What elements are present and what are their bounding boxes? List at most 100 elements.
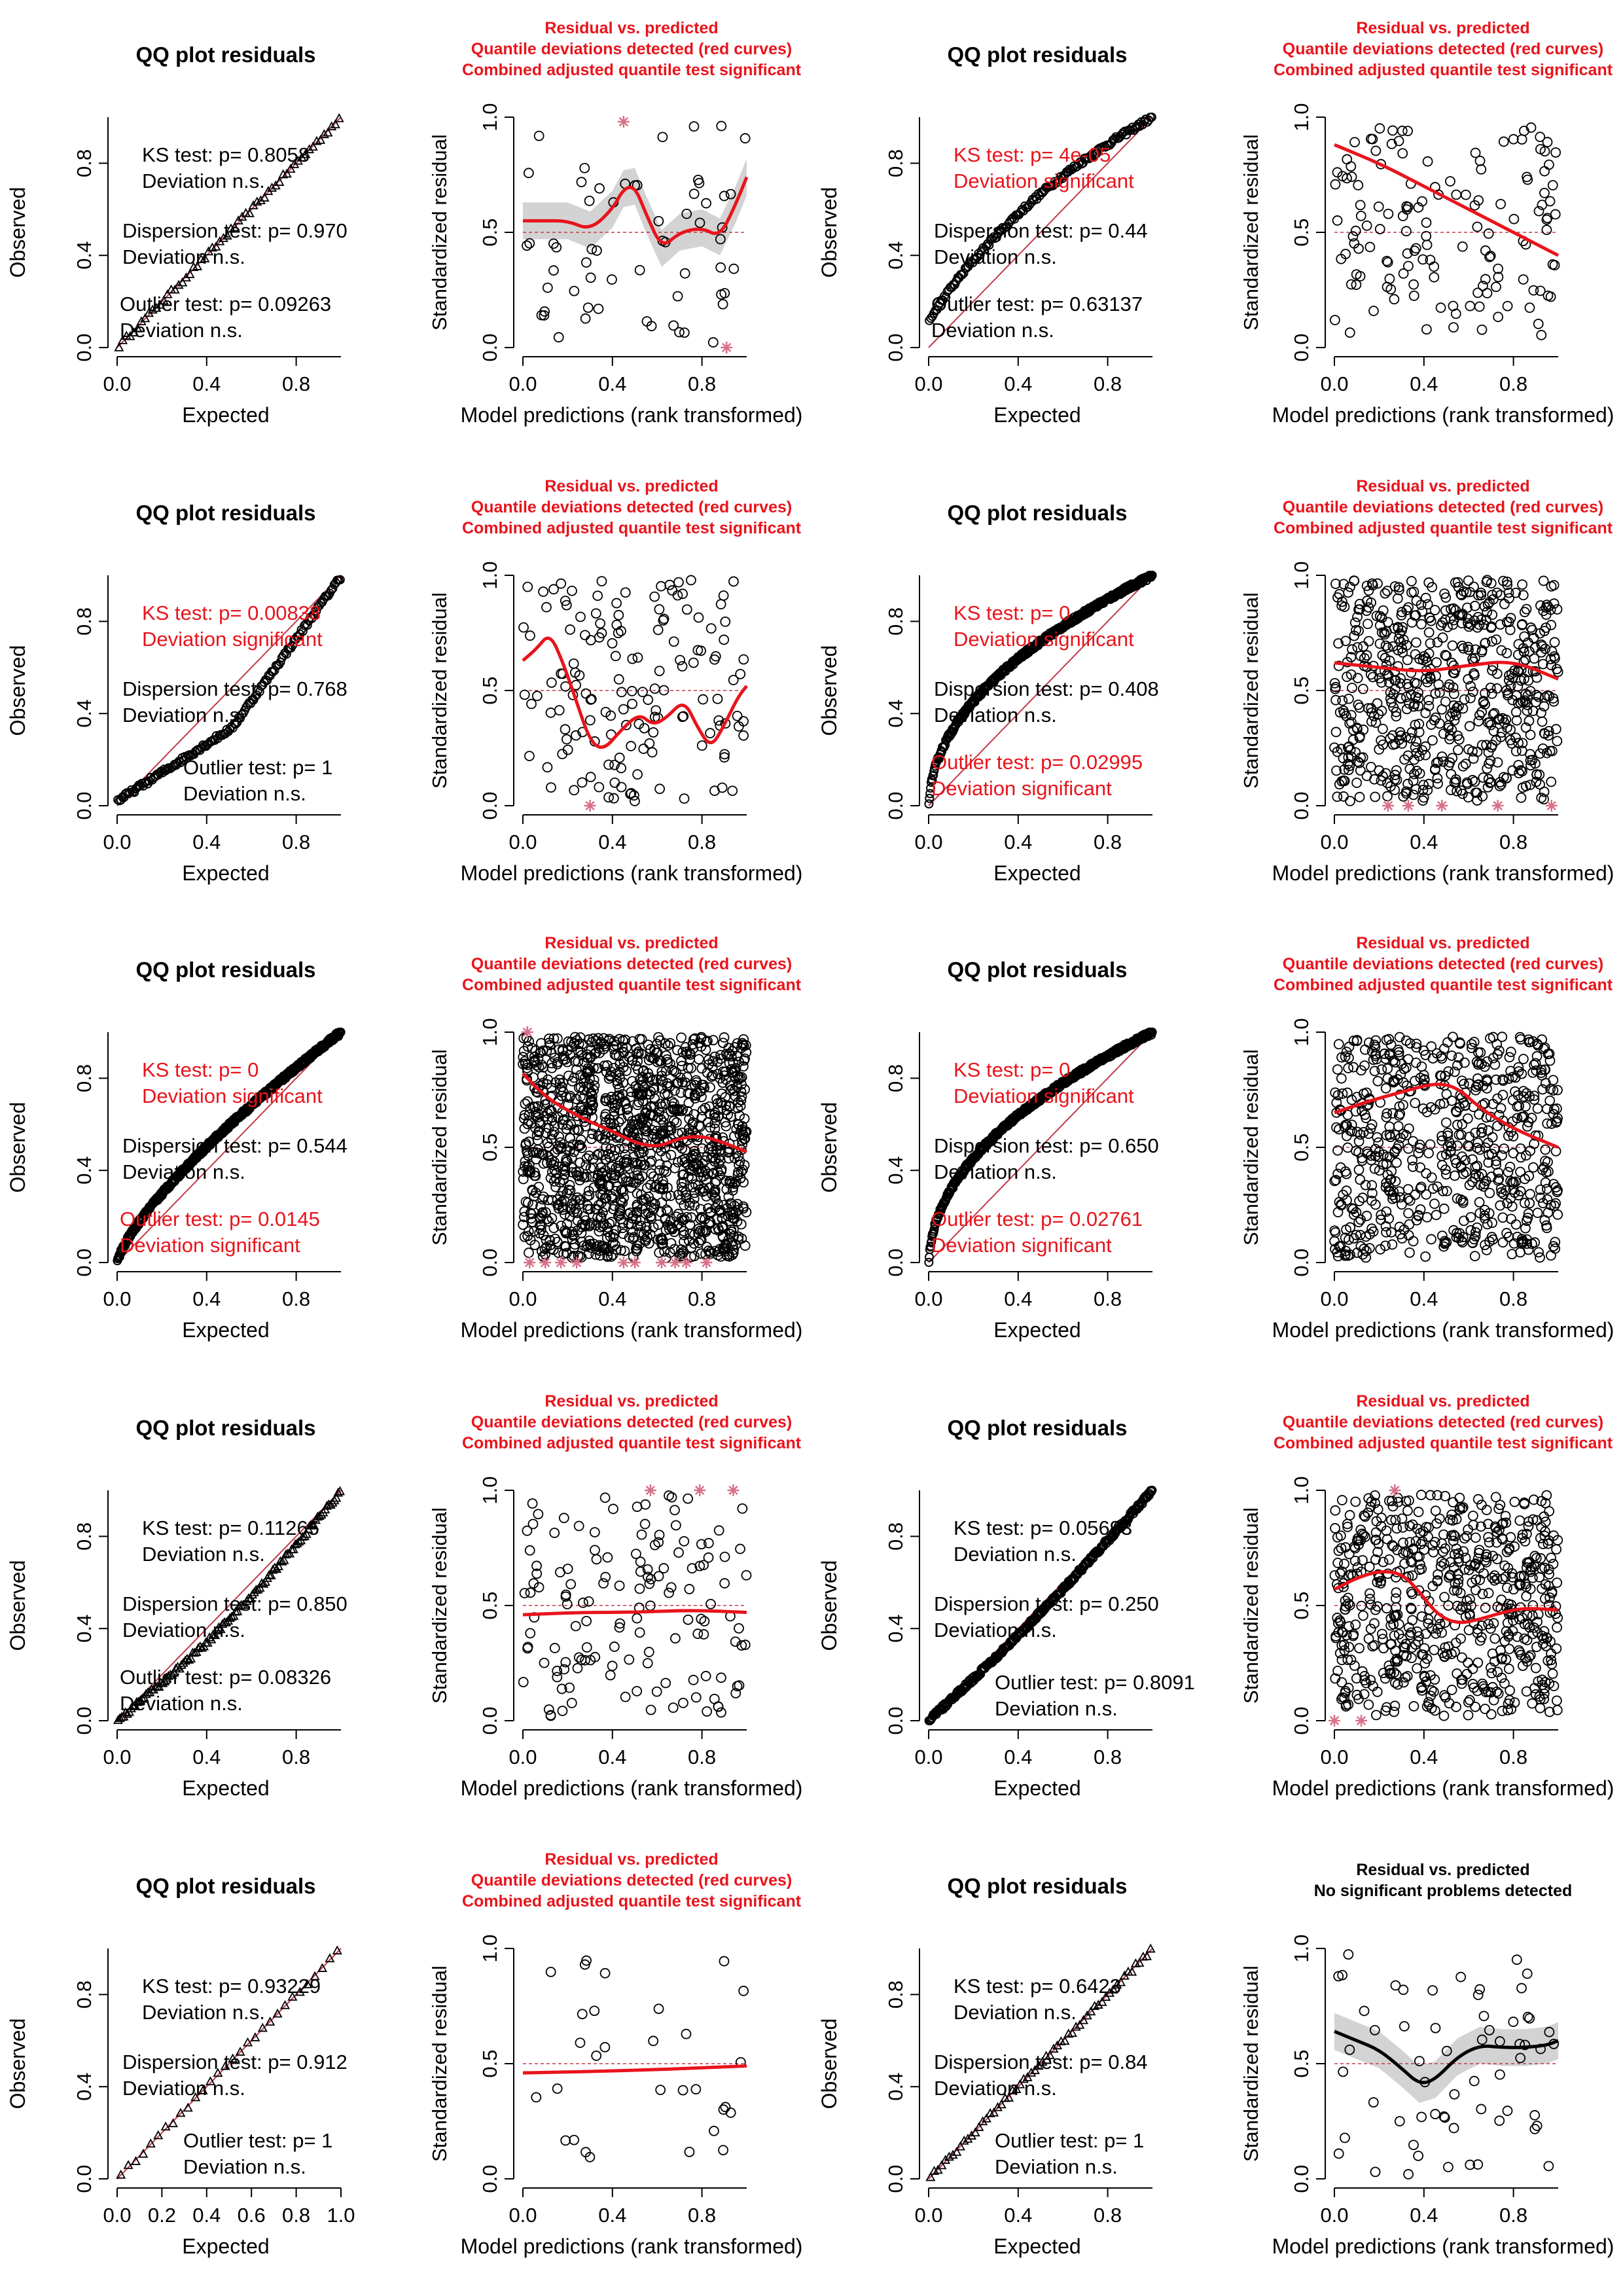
qq-y-tick-label: 0.0: [73, 791, 96, 819]
qq-point: [312, 135, 322, 145]
residual-point: [1351, 778, 1363, 788]
residual-point: [1425, 615, 1436, 626]
residual-point: [1517, 579, 1527, 590]
residual-point: [1433, 679, 1444, 690]
residual-point: [637, 687, 648, 698]
qq-title: QQ plot residuals: [135, 43, 315, 67]
qq-x-label: Expected: [993, 861, 1080, 885]
qq-point: [306, 613, 315, 622]
qq-y-tick-label: 0.0: [73, 333, 96, 361]
qq-test-result: Outlier test: p= 0.02995: [931, 751, 1143, 774]
residual-point: [560, 596, 571, 606]
qq-test-result: Dispersion test: p= 0.408: [934, 677, 1159, 700]
residual-point: [616, 687, 627, 698]
residual-point: [718, 1037, 728, 1049]
residual-point: [607, 274, 617, 285]
residual-x-tick-label: 0.0: [1320, 1287, 1348, 1310]
residual-point: [1374, 123, 1385, 134]
residual-point: [1504, 1052, 1515, 1063]
residual-point: [1361, 770, 1372, 781]
residual-y-label: Standardized residual: [428, 1049, 451, 1246]
residual-x-label: Model predictions (rank transformed): [461, 403, 803, 427]
residual-point: [707, 337, 719, 348]
residual-y-tick-label: 0.5: [478, 676, 501, 704]
residual-point: [616, 762, 627, 774]
residual-point: [676, 1032, 687, 1043]
residual-point: [1363, 619, 1373, 630]
qq-test-deviation: Deviation n.s.: [120, 319, 243, 342]
residual-point: [1470, 147, 1481, 158]
qq-point: [1092, 149, 1101, 158]
residual-point: [1438, 728, 1449, 739]
residual-point: [1497, 1237, 1508, 1248]
residual-point: [561, 734, 572, 745]
residual-point: [686, 575, 696, 586]
residual-point: [1340, 249, 1351, 259]
residual-point: [681, 208, 692, 219]
residual-title: Quantile deviations detected (red curves…: [471, 498, 792, 516]
residual-point: [1346, 161, 1357, 172]
residual-title: Residual vs. predicted: [544, 19, 718, 37]
qq-y-tick-label: 0.8: [884, 1064, 907, 1092]
residual-point: [717, 298, 728, 310]
residual-point: [1382, 791, 1393, 802]
qq-title: QQ plot residuals: [135, 501, 315, 525]
qq-point: [192, 261, 203, 270]
residual-point: [1418, 254, 1429, 265]
qq-test-deviation: Deviation significant: [142, 628, 323, 651]
qq-point: [262, 675, 272, 685]
residual-point: [1484, 1187, 1495, 1198]
residual-point: [694, 217, 705, 228]
residual-point: [1485, 251, 1496, 261]
residual-point: [548, 265, 559, 276]
residual-point: [1547, 180, 1558, 190]
residual-point: [1382, 1063, 1393, 1074]
residual-point: [1481, 1245, 1492, 1255]
residual-x-tick-label: 0.8: [688, 831, 716, 853]
qq-points: [114, 113, 344, 351]
confidence-band: [523, 158, 747, 267]
residual-title: Residual vs. predicted: [1356, 19, 1529, 37]
residual-point: [568, 658, 579, 669]
residual-y-label: Standardized residual: [428, 134, 451, 331]
qq-points: [924, 571, 1157, 809]
residual-point: [1465, 300, 1476, 312]
residual-point: [590, 608, 601, 619]
residual-point: [1421, 217, 1432, 228]
residual-point: [712, 693, 723, 704]
qq-y-tick-label: 0.0: [73, 1248, 96, 1276]
residual-y-tick-label: 0.0: [478, 333, 501, 361]
residual-x-label: Model predictions (rank transformed): [1272, 403, 1614, 427]
residual-point: [1403, 260, 1414, 272]
qq-point: [315, 135, 326, 144]
residual-point: [663, 1040, 673, 1051]
residual-point: [613, 609, 624, 620]
residual-point: [541, 601, 552, 613]
residual-point: [626, 741, 637, 751]
residual-point: [1392, 593, 1403, 604]
residual-point: [1346, 279, 1357, 290]
residual-point: [717, 222, 728, 233]
residual-x-tick-label: 0.4: [598, 831, 626, 853]
qq-point: [136, 316, 147, 325]
residual-point: [735, 668, 746, 679]
residual-point: [1533, 318, 1544, 329]
residual-point: [585, 772, 596, 783]
qq-point: [1081, 154, 1091, 164]
qq-reference-line: [116, 575, 342, 806]
residual-point: [709, 785, 720, 797]
residual-point: [1474, 301, 1485, 312]
residual-point: [523, 168, 534, 179]
residual-point: [728, 576, 739, 587]
residual-point: [585, 635, 596, 646]
qq-point: [244, 208, 255, 217]
residual-point: [526, 698, 537, 709]
qq-test-deviation: Deviation n.s.: [934, 1160, 1057, 1183]
qq-point: [959, 268, 969, 278]
residual-point: [664, 579, 675, 590]
residual-point: [1423, 778, 1435, 789]
